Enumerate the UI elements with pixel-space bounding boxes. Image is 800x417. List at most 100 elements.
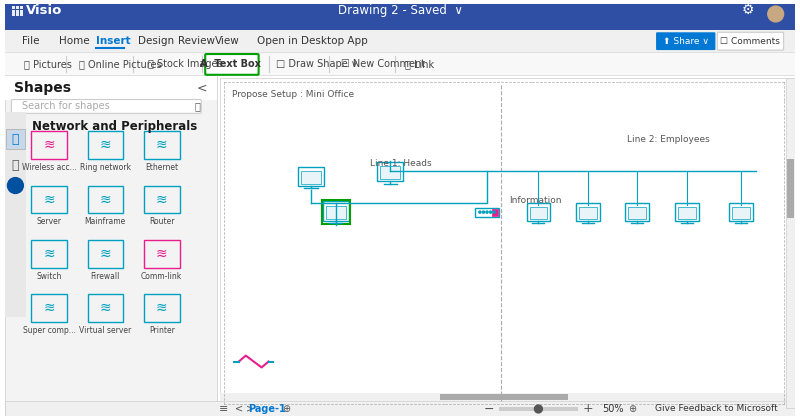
Text: ≋: ≋ — [43, 247, 55, 261]
Bar — [20, 5, 23, 8]
Bar — [298, 167, 324, 186]
Text: Switch: Switch — [36, 271, 62, 281]
Text: ≋: ≋ — [43, 301, 55, 315]
Text: Design: Design — [138, 36, 174, 46]
Text: Line 1: Heads: Line 1: Heads — [370, 159, 432, 168]
Bar — [576, 203, 600, 221]
Text: ≋: ≋ — [43, 192, 55, 206]
Circle shape — [493, 211, 495, 213]
Bar — [20, 13, 23, 16]
Circle shape — [534, 405, 542, 413]
Bar — [16, 10, 19, 13]
Text: Insert: Insert — [97, 36, 131, 46]
Bar — [144, 131, 179, 159]
Text: Search for shapes: Search for shapes — [22, 101, 110, 111]
Text: Give Feedback to Microsoft: Give Feedback to Microsoft — [655, 404, 778, 414]
Text: 🖼 Online Pictures: 🖼 Online Pictures — [78, 59, 162, 69]
Text: ≋: ≋ — [99, 192, 111, 206]
Text: Network and Peripherals: Network and Peripherals — [32, 120, 198, 133]
Circle shape — [768, 6, 784, 22]
Text: ≋: ≋ — [99, 138, 111, 152]
Text: 🔍: 🔍 — [194, 101, 200, 111]
Text: ⚙: ⚙ — [742, 3, 754, 17]
Text: ☐ New Comment: ☐ New Comment — [341, 59, 425, 69]
Text: ≋: ≋ — [156, 301, 167, 315]
Bar — [13, 13, 15, 16]
FancyBboxPatch shape — [5, 30, 795, 52]
Bar — [6, 129, 26, 149]
Bar — [144, 294, 179, 322]
Bar — [13, 5, 15, 8]
Bar — [675, 203, 698, 221]
Circle shape — [7, 178, 23, 193]
Text: 📡: 📡 — [12, 159, 19, 172]
FancyBboxPatch shape — [11, 100, 202, 113]
Text: Mainframe: Mainframe — [85, 217, 126, 226]
Bar — [786, 159, 794, 218]
Text: Home: Home — [59, 36, 90, 46]
Bar — [322, 200, 350, 224]
Text: Virtual server: Virtual server — [79, 326, 131, 335]
Text: <: < — [197, 81, 207, 94]
Text: >: > — [246, 404, 254, 414]
Text: ≡: ≡ — [219, 404, 229, 414]
Text: 50%: 50% — [602, 404, 623, 414]
Bar — [20, 10, 23, 13]
FancyBboxPatch shape — [656, 32, 715, 50]
Text: File: File — [22, 36, 40, 46]
Bar — [87, 186, 123, 213]
Text: View: View — [215, 36, 240, 46]
Bar — [302, 171, 321, 184]
Text: ≋: ≋ — [43, 138, 55, 152]
Bar — [144, 186, 179, 213]
Text: Review: Review — [178, 36, 214, 46]
Text: ≋: ≋ — [99, 247, 111, 261]
Bar — [439, 394, 568, 400]
Bar — [5, 112, 26, 317]
Text: Line 2: Employees: Line 2: Employees — [627, 135, 710, 143]
Bar — [87, 294, 123, 322]
Text: Information: Information — [509, 196, 562, 205]
Circle shape — [490, 211, 492, 213]
Bar — [579, 207, 597, 219]
Text: 🔗 Link: 🔗 Link — [405, 59, 434, 69]
FancyBboxPatch shape — [5, 4, 795, 30]
Text: Ring network: Ring network — [80, 163, 131, 172]
Circle shape — [482, 211, 485, 213]
Text: Visio: Visio — [26, 4, 62, 17]
Text: 🖥: 🖥 — [12, 133, 19, 146]
Text: Printer: Printer — [149, 326, 174, 335]
Bar — [5, 76, 217, 100]
Bar — [31, 186, 67, 213]
Text: +: + — [10, 179, 21, 192]
Text: <: < — [234, 404, 243, 414]
Bar — [220, 393, 789, 401]
Text: ☐ Comments: ☐ Comments — [720, 37, 780, 46]
Text: ⊕: ⊕ — [628, 404, 637, 414]
Text: −: − — [484, 402, 494, 415]
Bar — [786, 78, 795, 408]
Text: +: + — [582, 402, 593, 415]
Text: ⬆ Share ∨: ⬆ Share ∨ — [662, 37, 709, 46]
Text: ≋: ≋ — [156, 247, 167, 261]
Bar — [732, 207, 750, 219]
Bar — [322, 201, 349, 221]
Bar — [5, 401, 795, 416]
Text: ⊕: ⊕ — [282, 404, 290, 414]
FancyBboxPatch shape — [5, 52, 795, 76]
Bar — [87, 240, 123, 268]
Bar — [5, 76, 217, 416]
Bar — [144, 240, 179, 268]
Text: Server: Server — [37, 217, 62, 226]
Bar — [5, 75, 795, 76]
Text: □ Draw Shape ∨: □ Draw Shape ∨ — [277, 59, 358, 69]
Circle shape — [479, 211, 481, 213]
Text: Ethernet: Ethernet — [145, 163, 178, 172]
Bar — [678, 207, 696, 219]
Bar — [13, 10, 15, 13]
Bar — [5, 30, 795, 52]
Text: ≋: ≋ — [156, 192, 167, 206]
Bar — [326, 206, 346, 219]
Bar — [526, 203, 550, 221]
Text: Wireless acc...: Wireless acc... — [22, 163, 76, 172]
